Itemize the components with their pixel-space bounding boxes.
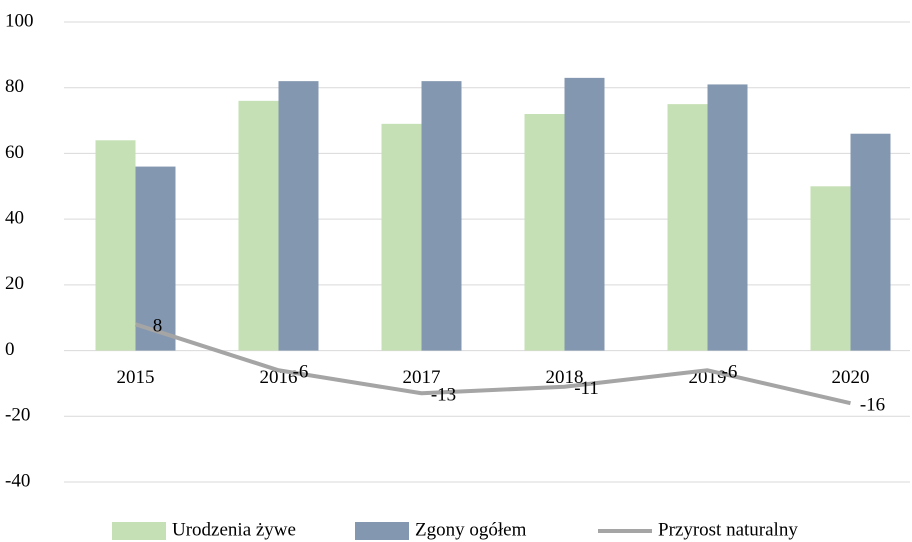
bar xyxy=(564,77,605,351)
bar xyxy=(524,114,565,351)
bar xyxy=(135,166,176,351)
x-tick-label: 2018 xyxy=(546,367,584,388)
y-tick-label: 40 xyxy=(5,208,24,229)
data-label: -6 xyxy=(722,362,738,383)
bar xyxy=(421,81,462,351)
data-label: -11 xyxy=(574,378,599,399)
bar xyxy=(238,100,279,351)
data-label: 8 xyxy=(153,316,163,337)
y-tick-label: 80 xyxy=(5,76,24,97)
bar xyxy=(707,84,748,351)
data-label: -13 xyxy=(431,385,456,406)
y-tick-label: 60 xyxy=(5,142,24,163)
legend-label: Przyrost naturalny xyxy=(658,519,798,540)
y-tick-label: 20 xyxy=(5,273,24,294)
data-label: -6 xyxy=(293,362,309,383)
bar xyxy=(850,133,891,351)
bar xyxy=(278,81,319,351)
y-tick-label: -40 xyxy=(5,470,30,491)
legend-label: Urodzenia żywe xyxy=(172,519,296,540)
y-tick-label: 100 xyxy=(5,10,34,31)
data-label: -16 xyxy=(860,395,885,416)
bar xyxy=(667,104,708,351)
bar xyxy=(95,140,136,351)
y-tick-label: -20 xyxy=(5,405,30,426)
legend-swatch xyxy=(112,522,166,540)
x-tick-label: 2020 xyxy=(832,367,870,388)
x-tick-label: 2017 xyxy=(403,367,441,388)
legend-swatch xyxy=(355,522,409,540)
x-tick-label: 2015 xyxy=(117,367,155,388)
legend-label: Zgony ogółem xyxy=(415,519,527,540)
line xyxy=(134,322,851,406)
bar xyxy=(381,123,422,351)
bar xyxy=(810,186,851,351)
y-tick-label: 0 xyxy=(5,339,15,360)
